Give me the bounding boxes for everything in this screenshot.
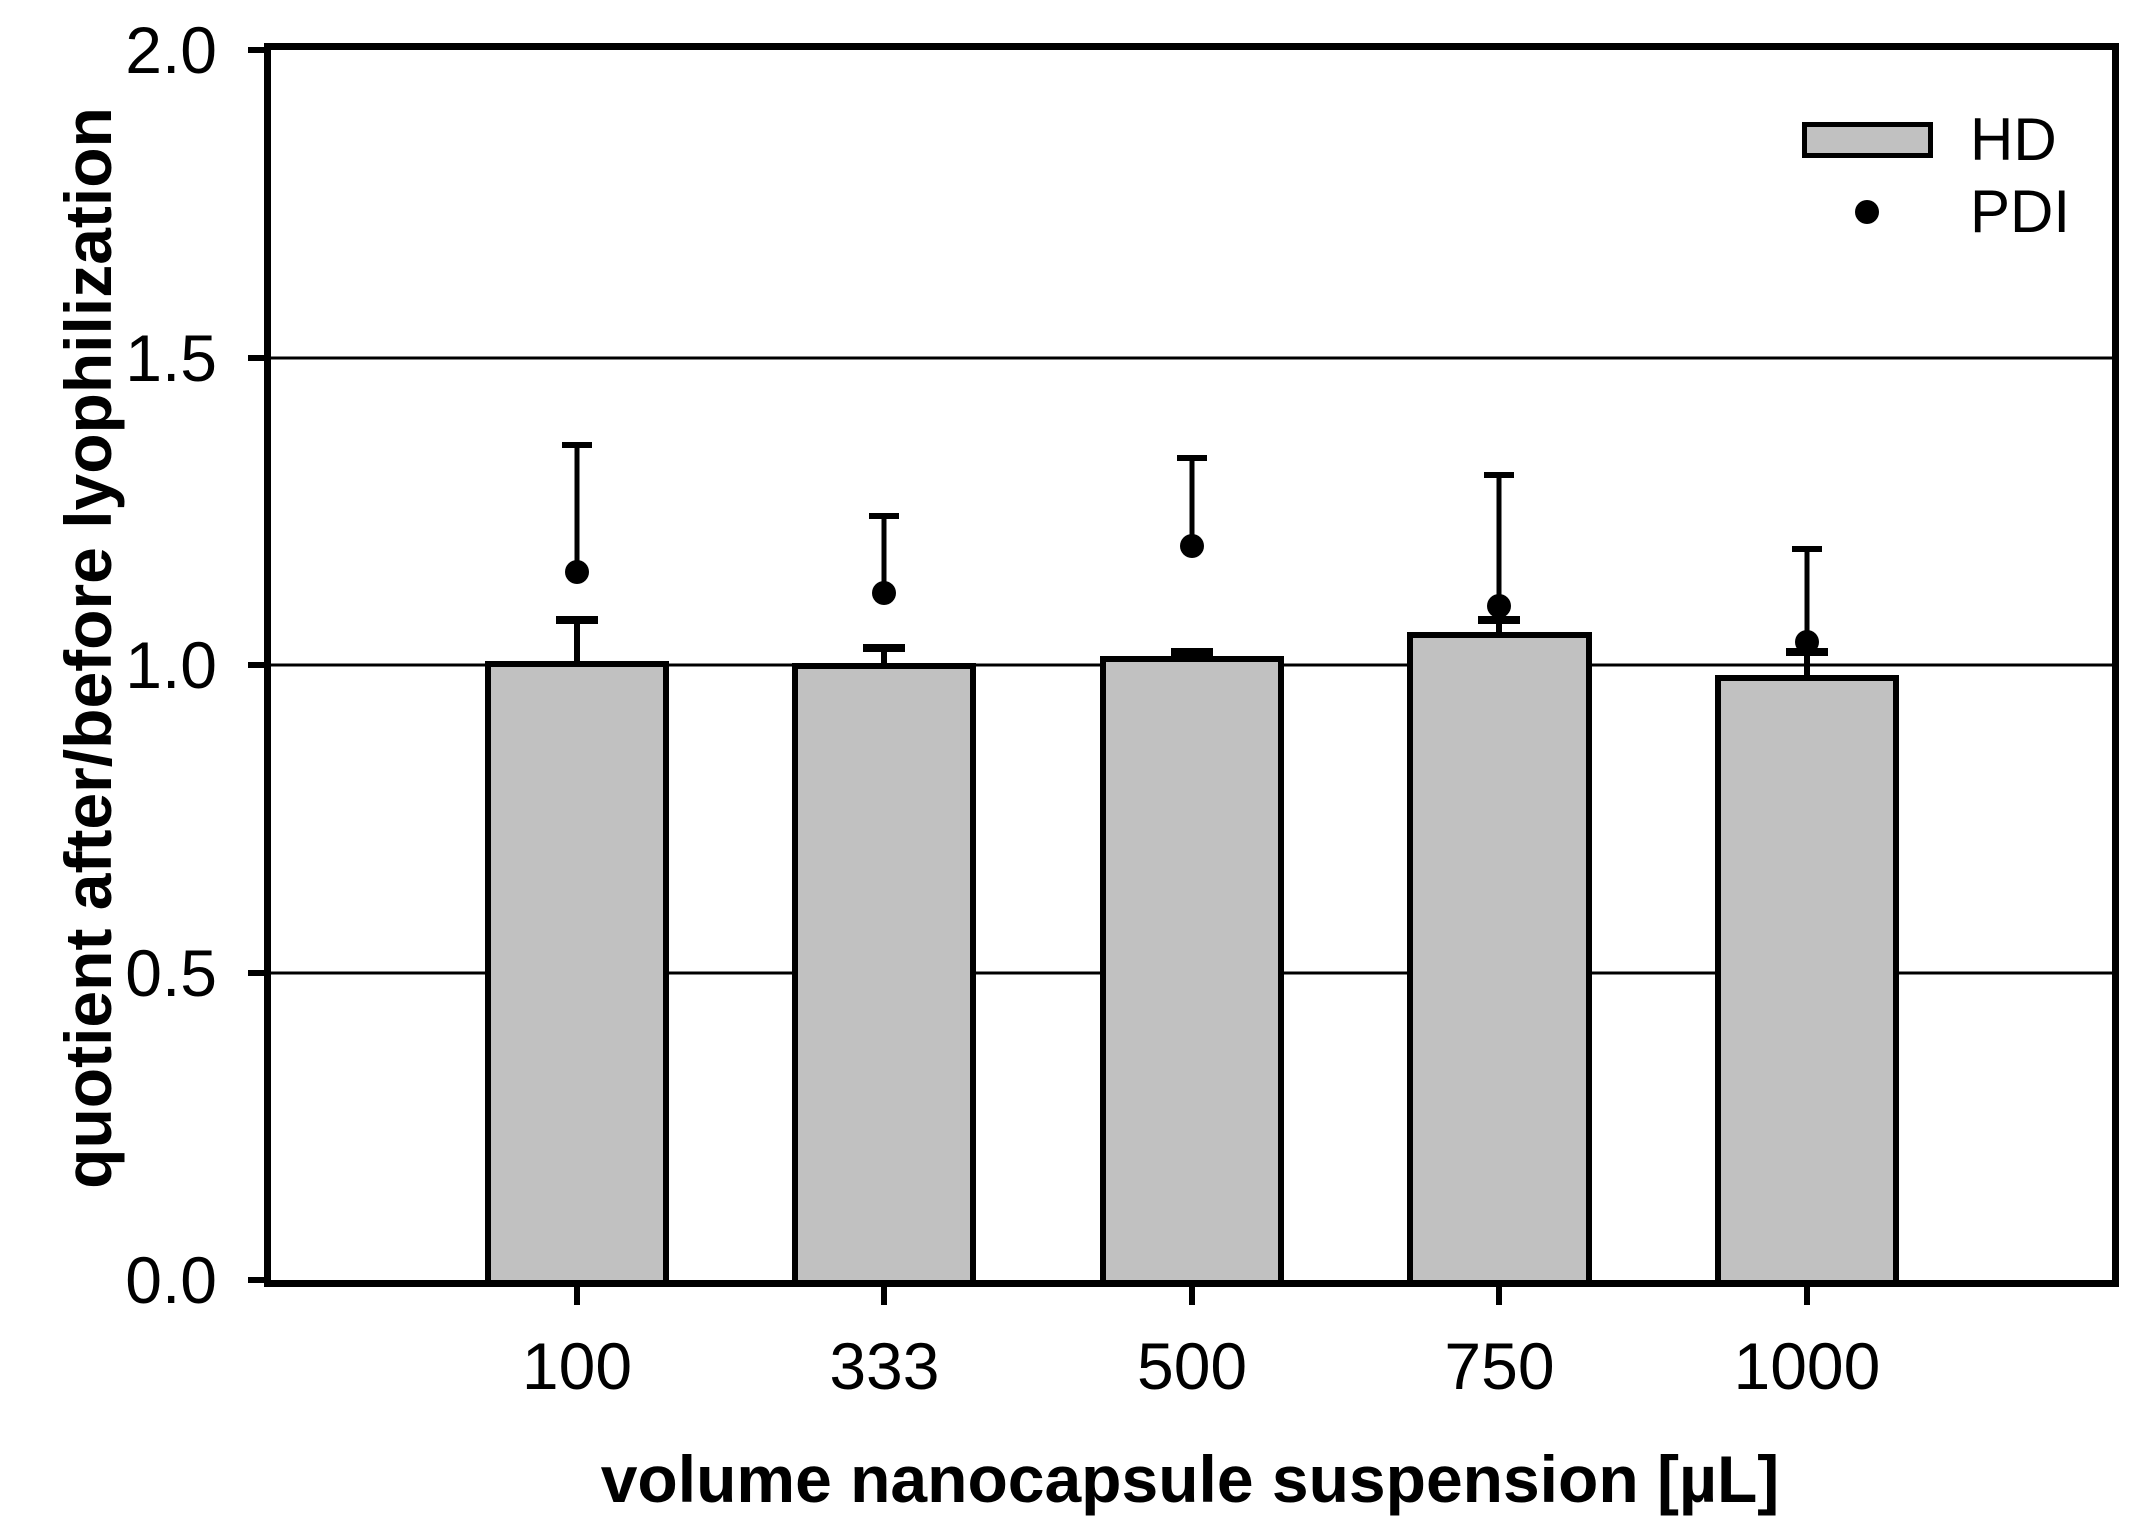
x-tick-label: 750	[1444, 1329, 1555, 1403]
pdi-point	[564, 560, 589, 585]
pdi-point	[1180, 533, 1205, 558]
x-tick-label: 500	[1136, 1329, 1248, 1403]
x-tick	[1496, 1287, 1503, 1305]
pdi-error-cap	[869, 512, 900, 519]
hd-bar	[484, 661, 670, 1280]
x-tick	[1803, 1287, 1810, 1305]
x-tick	[881, 1287, 888, 1305]
y-tick	[248, 969, 269, 976]
legend-pdi-label: PDI	[1970, 178, 2071, 245]
legend-hd-swatch	[1802, 122, 1933, 158]
pdi-error-bar	[881, 515, 887, 594]
hd-bar	[1714, 674, 1899, 1280]
y-tick	[248, 354, 269, 361]
x-tick-label: 1000	[1733, 1329, 1881, 1403]
y-tick-label: 1.5	[125, 320, 217, 395]
pdi-point	[872, 581, 897, 606]
legend-hd-label: HD	[1970, 106, 2057, 173]
x-tick-label: 333	[829, 1329, 940, 1403]
hd-bar	[792, 663, 977, 1280]
x-axis-title: volume nanocapsule suspension [µL]	[600, 1442, 1780, 1516]
gridline	[271, 356, 2112, 359]
y-tick-label: 2.0	[125, 13, 217, 87]
x-tick	[573, 1287, 580, 1305]
x-tick-label: 100	[521, 1329, 633, 1403]
y-tick-label: 0.5	[125, 935, 217, 1010]
pdi-point	[1487, 593, 1512, 618]
hd-error-cap	[1478, 616, 1521, 625]
pdi-error-cap	[561, 442, 592, 449]
hd-error-bar	[573, 620, 580, 662]
hd-error-cap	[863, 643, 906, 652]
y-tick-label: 1.0	[125, 628, 217, 702]
y-tick	[248, 47, 269, 53]
pdi-error-bar	[1496, 474, 1502, 606]
hd-error-bar	[1496, 620, 1503, 632]
plot-area: HD PDI	[264, 43, 2119, 1287]
pdi-error-bar	[1189, 458, 1195, 546]
hd-bar	[1100, 655, 1285, 1280]
hd-error-cap	[555, 616, 598, 625]
pdi-error-bar	[574, 445, 580, 573]
hd-bar	[1407, 631, 1592, 1280]
pdi-error-bar	[1804, 548, 1810, 642]
hd-error-bar	[1803, 652, 1810, 675]
pdi-error-cap	[1484, 471, 1515, 478]
legend-pdi-marker-icon	[1855, 200, 1879, 224]
y-tick	[248, 662, 269, 668]
pdi-error-cap	[1791, 545, 1822, 552]
hd-error-bar	[881, 647, 888, 664]
y-tick	[248, 1277, 269, 1283]
y-tick-label: 0.0	[125, 1243, 217, 1317]
hd-error-cap	[1171, 648, 1214, 657]
pdi-error-cap	[1177, 455, 1208, 462]
y-axis: 0.0 0.5 1.0 1.5 2.0	[0, 17, 269, 1313]
pdi-point	[1794, 629, 1819, 654]
x-tick	[1189, 1287, 1196, 1305]
x-axis: 100 333 500 750 1000	[271, 1287, 2112, 1407]
